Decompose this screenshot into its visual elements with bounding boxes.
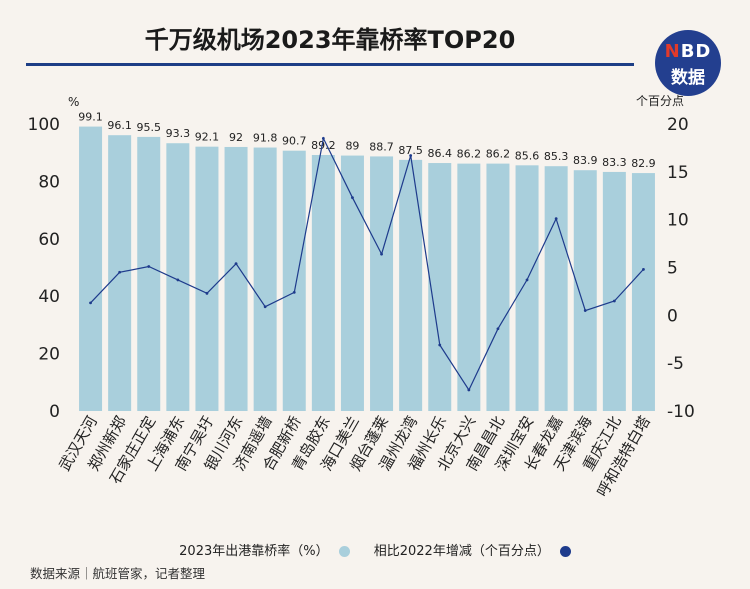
bar — [631, 173, 655, 411]
bar — [515, 165, 539, 411]
left-axis-tick: 100 — [28, 115, 60, 135]
left-axis-tick: 0 — [49, 402, 60, 422]
bar-value-label: 90.7 — [282, 135, 307, 148]
line-point — [234, 262, 238, 266]
bar — [311, 154, 335, 411]
line-point — [642, 268, 645, 271]
bar — [573, 170, 597, 411]
nbd-logo: NBD 数据 — [655, 30, 721, 96]
bar-value-label: 89 — [345, 140, 359, 153]
right-axis-tick: 20 — [667, 115, 689, 135]
line-point — [205, 291, 209, 295]
logo-subtitle: 数据 — [671, 68, 705, 88]
bar-value-label: 87.5 — [398, 144, 423, 157]
bar — [486, 163, 510, 411]
logo-letters: BD — [680, 41, 712, 62]
line-point — [176, 278, 180, 282]
left-axis-tick: 20 — [38, 345, 60, 365]
left-axis-unit: % — [68, 95, 79, 109]
bar — [282, 150, 306, 412]
bar-value-label: 91.8 — [253, 132, 278, 145]
line-point — [583, 309, 587, 312]
right-axis-tick: 10 — [667, 211, 689, 231]
line-point — [467, 388, 471, 392]
bar — [253, 147, 277, 411]
right-axis-unit: 个百分点 — [636, 94, 684, 108]
bar — [340, 155, 364, 411]
bar — [602, 171, 626, 411]
bar-value-label: 92.1 — [195, 131, 220, 144]
left-axis-tick: 80 — [38, 172, 60, 192]
line-point — [554, 217, 558, 221]
bar-value-label: 86.4 — [428, 147, 453, 160]
bar — [370, 156, 394, 411]
right-axis-tick: 15 — [667, 163, 689, 183]
logo-accent-letter: N — [664, 41, 681, 62]
bar-value-label: 86.2 — [486, 148, 511, 161]
legend-label-line: 相比2022年增减（个百分点） — [373, 544, 550, 559]
bar — [195, 146, 219, 411]
bar — [399, 159, 423, 411]
line-point — [263, 305, 267, 309]
bar-value-label: 99.1 — [78, 111, 103, 124]
line-point — [351, 196, 354, 200]
bar — [166, 143, 190, 411]
right-axis-tick: -10 — [667, 402, 695, 422]
bar-value-label: 88.7 — [369, 140, 394, 153]
line-point — [321, 136, 325, 140]
bar-value-label: 89.2 — [311, 139, 336, 152]
line-point — [118, 270, 122, 274]
bar-value-label: 82.9 — [631, 157, 656, 170]
bar-value-label: 85.3 — [544, 150, 569, 163]
bar-value-label: 83.9 — [573, 154, 598, 167]
title-underline — [26, 63, 634, 66]
line-point — [147, 265, 151, 268]
bar-value-label: 92 — [229, 131, 243, 144]
legend-swatch-line — [559, 546, 571, 557]
bar-value-label: 86.2 — [457, 148, 482, 161]
legend-item-bar: 2023年出港靠桥率（%） — [179, 540, 350, 559]
bar-value-label: 83.3 — [602, 156, 627, 169]
line-point — [525, 278, 529, 282]
legend: 2023年出港靠桥率（%） 相比2022年增减（个百分点） — [0, 540, 750, 559]
bar-value-label: 93.3 — [166, 127, 191, 140]
bar-value-label: 96.1 — [107, 119, 132, 132]
bar — [544, 166, 568, 411]
line-point — [496, 327, 500, 331]
legend-item-line: 相比2022年增减（个百分点） — [374, 540, 571, 559]
bar — [137, 136, 161, 412]
data-source: 数据来源｜航班管家，记者整理 — [30, 566, 206, 581]
line-point — [380, 252, 383, 256]
right-axis-tick: 5 — [667, 259, 678, 279]
line-point — [612, 299, 616, 303]
line-point — [89, 301, 92, 305]
bar-value-label: 95.5 — [137, 121, 162, 134]
line-point — [438, 343, 442, 347]
right-axis-tick: 0 — [667, 306, 678, 326]
right-axis-tick: -5 — [667, 354, 684, 374]
legend-label-bar: 2023年出港靠桥率（%） — [179, 544, 329, 559]
bar — [224, 146, 248, 411]
line-point — [292, 290, 296, 294]
bar — [79, 126, 103, 411]
legend-swatch-bar — [338, 546, 350, 557]
line-point — [409, 154, 413, 157]
left-axis-tick: 40 — [38, 287, 60, 307]
bar-value-label: 85.6 — [515, 149, 540, 162]
bar — [428, 163, 452, 411]
chart-title: 千万级机场2023年靠桥率TOP20 — [144, 26, 516, 54]
bar — [457, 163, 481, 411]
left-axis-tick: 60 — [38, 230, 60, 250]
change-line — [90, 136, 644, 392]
